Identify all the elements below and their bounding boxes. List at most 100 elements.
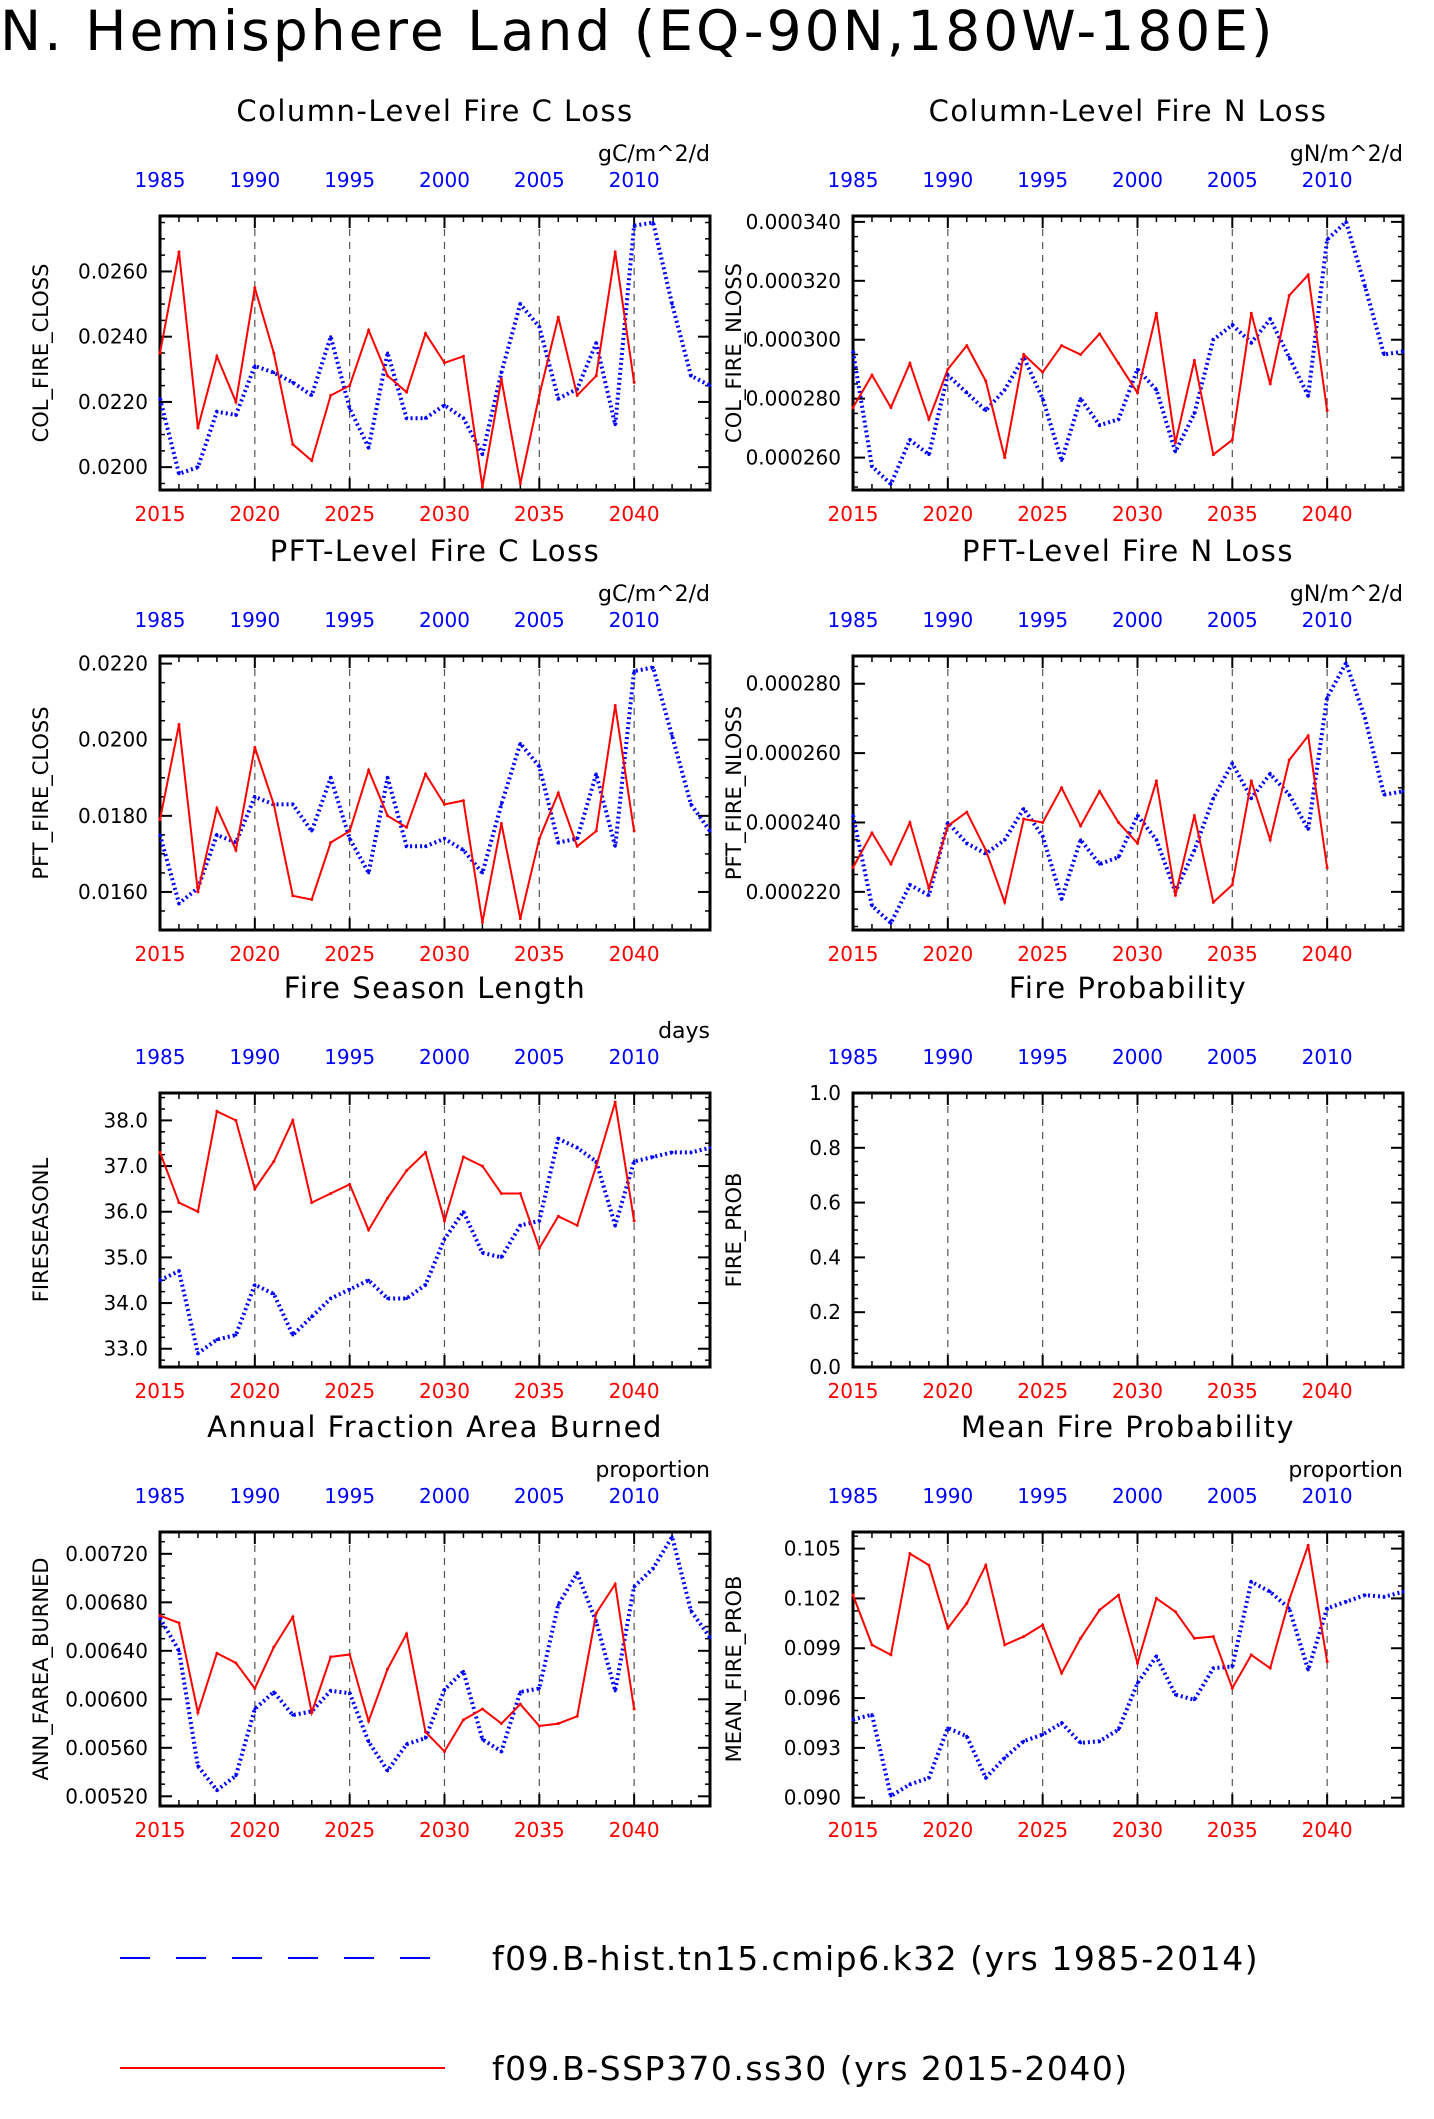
ssp-data-point [965,810,969,814]
x-bottom-tick-label: 2040 [609,942,660,966]
hist-data-point [1230,762,1234,766]
ssp-data-point [215,1651,219,1655]
ssp-data-point [1079,352,1083,356]
ssp-data-point [461,1155,465,1159]
ssp-data-point [1306,1543,1310,1547]
hist-data-point [1325,1606,1329,1610]
ssp-data-point [1041,820,1045,824]
hist-data-point [1363,716,1367,720]
ssp-data-point [1192,1636,1196,1640]
ssp-data-point [291,894,295,898]
x-bottom-tick-label: 2020 [229,502,280,526]
units-label: proportion [1288,1458,1403,1483]
hist-data-point [499,371,503,375]
y-tick-label: 0.0 [809,1355,841,1379]
x-top-tick-label: 1985 [828,168,879,192]
hist-data-point [708,384,712,388]
ssp-data-point [1117,1593,1121,1597]
ssp-data-point [1041,1623,1045,1627]
ssp-data-point [461,354,465,358]
hist-data-point [946,1726,950,1730]
hist-data-point [632,1585,636,1589]
y-axis-label: ANN_FAREA_BURNED [29,1557,54,1780]
ssp-data-point [632,1707,636,1711]
ssp-data-point [348,1182,352,1186]
hist-data-point [594,341,598,345]
ssp-data-point [556,791,560,795]
ssp-data-point [1022,352,1026,356]
hist-data-point [670,1535,674,1539]
series-ssp-line [852,1544,1329,1691]
panel-6: Fire Probability 0.0 0.2 0.4 0.6 0.8 1.0 FIRE_P… [722,971,1405,1403]
hist-data-point [965,391,969,395]
hist-data-point [1173,450,1177,454]
y-tick-label: 0.0160 [78,880,148,904]
ssp-data-point [908,361,912,365]
hist-data-point [1135,1681,1139,1685]
x-top-tick-label: 1990 [922,608,973,632]
y-axis-label: COL_FIRE_NLOSS [722,263,747,443]
hist-data-point [556,397,560,401]
hist-data-point [965,841,969,845]
hist-data-point [651,1566,655,1570]
series-ssp-line [159,1101,636,1251]
hist-data-point [670,302,674,306]
plot-frame [851,1530,1405,1808]
ssp-data-point [870,373,874,377]
x-bottom-tick-label: 2020 [922,942,973,966]
hist-data-point [889,482,893,486]
ssp-data-point [1249,779,1253,783]
hist-data-point [310,829,314,833]
x-bottom-tick-label: 2025 [324,1818,375,1842]
ssp-data-point [594,374,598,378]
hist-data-point [1192,848,1196,852]
hist-data-point [537,1219,541,1223]
hist-data-point [594,772,598,776]
hist-data-point [1268,1590,1272,1594]
ssp-data-point [329,1655,333,1659]
hist-data-point [1117,417,1121,421]
ssp-data-point [1306,273,1310,277]
ssp-data-point [386,1196,390,1200]
panel-title: Mean Fire Probability [961,1410,1295,1444]
y-tick-label: 0.000260 [746,741,841,765]
ssp-data-point [1230,1686,1234,1690]
hist-data-point [556,840,560,844]
x-bottom-tick-label: 2030 [419,502,470,526]
ssp-data-point [461,799,465,803]
ssp-data-point [556,1722,560,1726]
ssp-data-point [1060,1671,1064,1675]
hist-data-point [1173,1693,1177,1697]
ssp-data-point [461,1718,465,1722]
ssp-data-point [272,1160,276,1163]
ssp-data-point [889,1653,893,1657]
hist-data-point [480,1251,484,1255]
hist-data-point [461,848,465,852]
x-bottom-tick-label: 2025 [1017,1818,1068,1842]
ssp-data-point [177,250,181,254]
ssp-data-point [424,1730,428,1734]
ssp-data-point [1325,866,1329,870]
ssp-data-point [632,1219,636,1223]
hist-data-point [1079,397,1083,401]
hist-data-point [291,1713,295,1717]
y-tick-label: 0.0220 [78,390,148,414]
y-tick-label: 0.8 [809,1136,841,1160]
hist-data-point [1382,352,1386,356]
hist-data-point [870,904,874,908]
hist-data-point [1363,285,1367,289]
x-bottom-tick-label: 2035 [514,942,565,966]
hist-data-point [480,452,484,456]
hist-data-point [461,1210,465,1214]
ssp-data-point [1003,1643,1007,1647]
ssp-data-point [518,917,522,921]
hist-data-point [424,844,428,848]
hist-data-point [1287,793,1291,797]
ssp-data-point [1041,370,1045,374]
ssp-data-point [1173,441,1177,445]
ssp-data-point [1135,1661,1139,1665]
ssp-data-point [348,829,352,833]
ssp-data-point [234,1118,238,1122]
ssp-data-point [556,315,560,319]
ssp-data-point [1154,1596,1158,1600]
